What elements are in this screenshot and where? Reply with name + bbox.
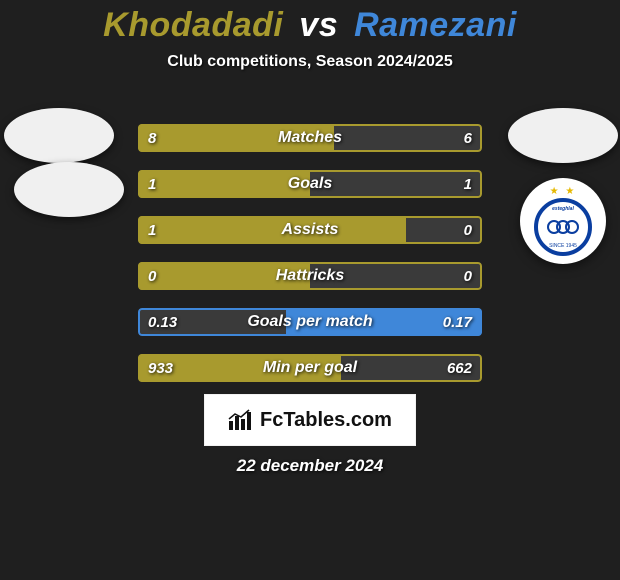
left-badge-placeholder-1 <box>4 108 114 163</box>
stat-right-fill <box>406 216 482 244</box>
stat-row: Min per goal933662 <box>138 354 482 382</box>
player-right-name: Ramezani <box>354 6 517 44</box>
stat-left-fill <box>138 170 310 198</box>
stat-row: Goals per match0.130.17 <box>138 308 482 336</box>
stat-right-fill <box>341 354 482 382</box>
stat-left-fill <box>138 262 310 290</box>
club-badge: ★ ★ esteghlal SINCE 1945 <box>520 178 606 264</box>
stat-left-fill <box>138 124 334 152</box>
club-badge-word: esteghlal <box>552 206 574 212</box>
club-badge-ring: esteghlal SINCE 1945 <box>534 198 592 256</box>
stat-left-fill <box>138 308 286 336</box>
bar-chart-icon <box>228 409 254 431</box>
club-badge-year: SINCE 1945 <box>549 243 577 249</box>
comparison-infographic: Khodadadi vs Ramezani Club competitions,… <box>0 0 620 580</box>
stat-right-fill <box>310 170 482 198</box>
page-title: Khodadadi vs Ramezani <box>0 0 620 45</box>
left-badge-placeholder-2 <box>14 162 124 217</box>
player-left-name: Khodadadi <box>103 6 283 44</box>
subtitle: Club competitions, Season 2024/2025 <box>0 53 620 71</box>
vs-word: vs <box>299 6 338 44</box>
branding-text: FcTables.com <box>260 409 392 432</box>
rings-icon <box>546 219 580 235</box>
stat-row: Hattricks00 <box>138 262 482 290</box>
stat-right-fill <box>310 262 482 290</box>
stat-right-fill <box>334 124 482 152</box>
stat-row: Assists10 <box>138 216 482 244</box>
right-badge-placeholder-1 <box>508 108 618 163</box>
stat-left-fill <box>138 354 341 382</box>
stat-right-fill <box>286 308 482 336</box>
stat-row: Matches86 <box>138 124 482 152</box>
star-icon: ★ ★ <box>550 186 577 197</box>
branding-banner: FcTables.com <box>204 394 416 446</box>
date-line: 22 december 2024 <box>0 456 620 476</box>
stat-left-fill <box>138 216 406 244</box>
stat-row: Goals11 <box>138 170 482 198</box>
comparison-bars: Matches86 Goals11 Assists10 Hattricks00 Goal… <box>138 124 482 400</box>
